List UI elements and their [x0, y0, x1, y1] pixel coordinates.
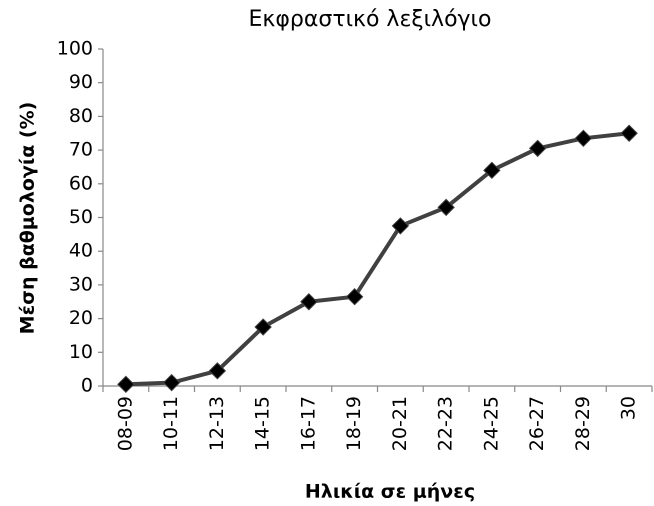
y-tick-label: 0: [81, 375, 93, 397]
y-tick-label: 70: [69, 139, 93, 161]
x-tick-label: 24-25: [480, 396, 502, 451]
y-tick-label: 80: [69, 105, 93, 127]
y-tick-label: 30: [69, 273, 93, 295]
x-tick-label: 14-15: [252, 396, 274, 451]
x-tick-label: 12-13: [206, 396, 228, 451]
marker: [437, 198, 455, 217]
y-tick-label: 60: [69, 172, 93, 194]
marker: [162, 373, 181, 392]
y-tick-label: 40: [69, 240, 93, 262]
data-line: [125, 131, 630, 387]
marker: [528, 139, 547, 158]
marker: [391, 217, 410, 235]
x-tick-label: 26-27: [526, 396, 548, 451]
marker: [483, 161, 501, 180]
y-tick-label: 100: [57, 38, 93, 60]
chart-title: Εκφραστικό λεξιλόγιο: [249, 7, 492, 32]
x-tick-label: 08-09: [114, 396, 136, 451]
y-tick-label: 10: [69, 341, 93, 363]
marker: [620, 124, 638, 142]
y-axis-label: Μέση βαθμολογία (%): [17, 102, 39, 335]
marker: [300, 293, 318, 311]
x-tick-label: 10-11: [160, 396, 182, 451]
x-axis-label: Ηλικία σε μήνες: [305, 481, 475, 503]
x-tick-label: 16-17: [297, 396, 319, 451]
marker: [574, 129, 593, 148]
y-tick-label: 50: [69, 206, 93, 228]
x-tick-label: 22-23: [435, 396, 457, 451]
y-tick-label: 90: [69, 71, 93, 93]
x-tick-label: 20-21: [389, 396, 411, 451]
x-tick-label: 18-19: [343, 396, 365, 451]
x-tick-label: 28-29: [572, 396, 594, 451]
marker: [117, 375, 135, 394]
y-tick-label: 20: [69, 307, 93, 329]
marker: [254, 318, 272, 336]
x-tick-label: 30: [618, 396, 640, 420]
marker: [345, 287, 364, 306]
marker: [208, 362, 227, 380]
